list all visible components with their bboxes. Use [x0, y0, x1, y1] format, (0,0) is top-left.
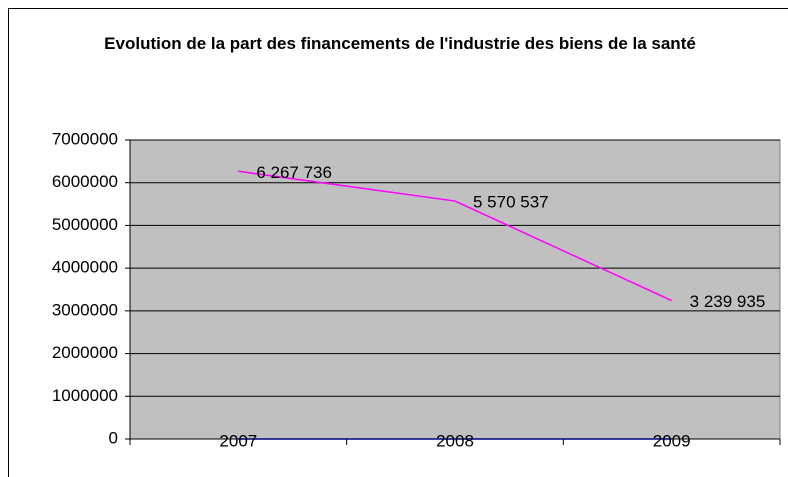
y-tick-label: 3000000 — [52, 300, 118, 319]
data-line — [238, 170, 672, 302]
y-tick-label: 0 — [109, 428, 118, 447]
plot-area — [129, 139, 781, 440]
x-tick-label: 2009 — [653, 431, 691, 450]
x-tick-label: 2008 — [436, 431, 474, 450]
y-tick-label: 2000000 — [52, 343, 118, 362]
data-label: 6 267 736 — [256, 163, 332, 182]
chart-title: Evolution de la part des financements de… — [104, 34, 696, 53]
data-label: 5 570 537 — [473, 193, 549, 212]
y-tick-label: 6000000 — [52, 172, 118, 191]
y-tick-label: 7000000 — [52, 129, 118, 148]
y-tick-label: 1000000 — [52, 386, 118, 405]
chart-border — [8, 8, 788, 477]
x-tick-label: 2007 — [219, 431, 257, 450]
y-tick-label: 4000000 — [52, 258, 118, 277]
data-label: 3 239 935 — [690, 292, 766, 311]
y-tick-label: 5000000 — [52, 215, 118, 234]
